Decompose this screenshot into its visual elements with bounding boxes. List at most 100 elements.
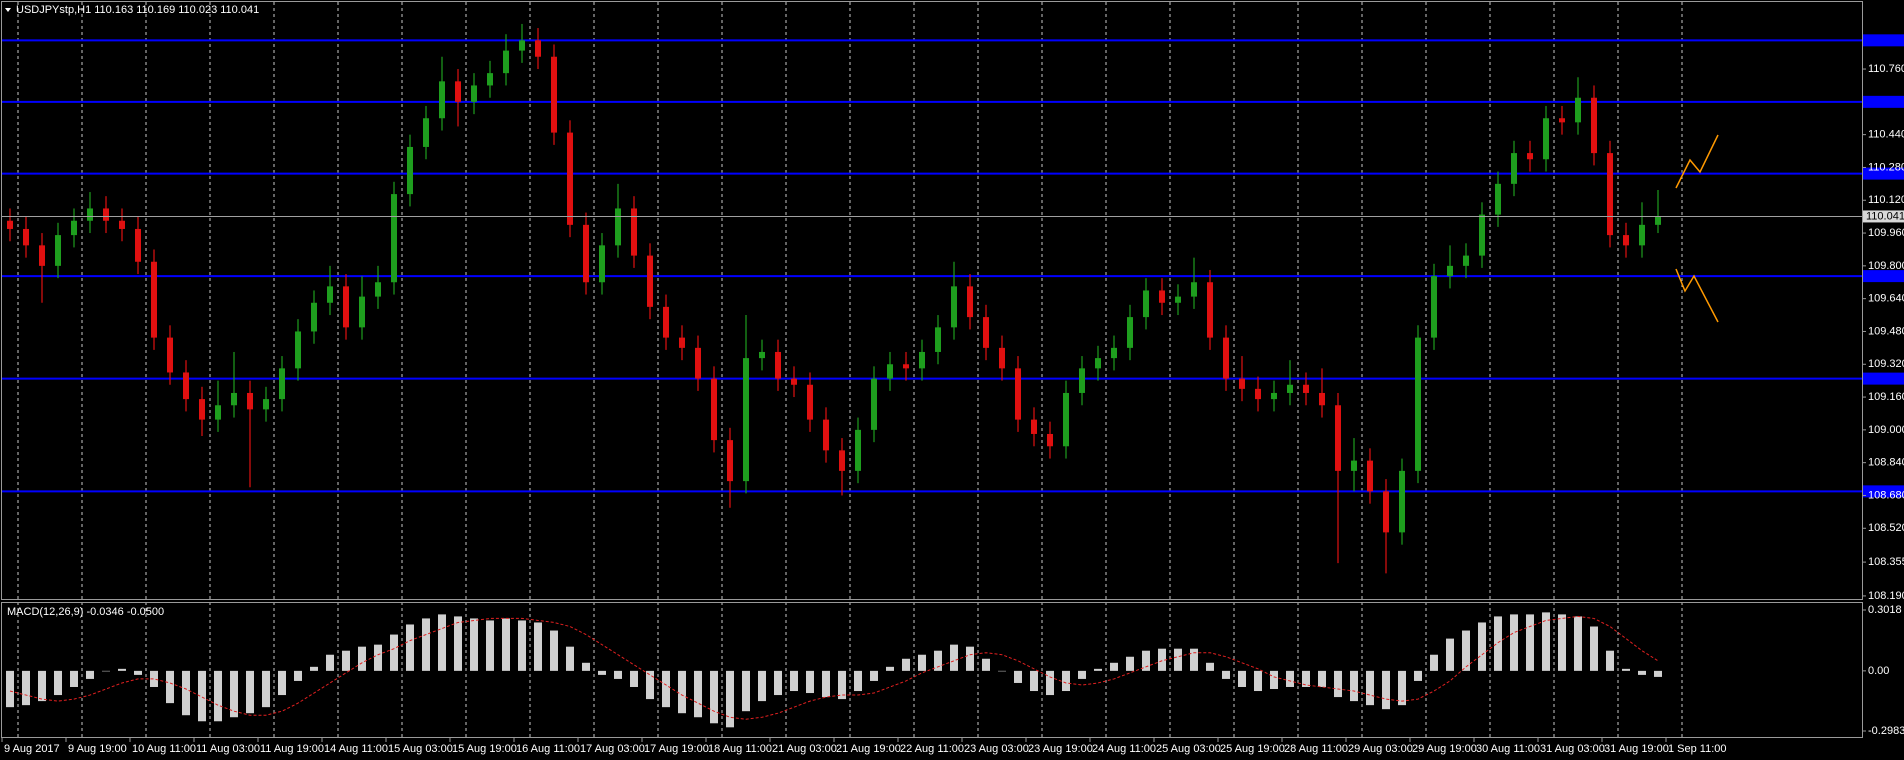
indicator-title: MACD(12,26,9) -0.0346 -0.0500 xyxy=(7,606,164,618)
macd-bar xyxy=(102,670,110,672)
macd-bar xyxy=(1542,612,1550,671)
x-tick-label: 11 Aug 03:00 xyxy=(196,743,260,755)
macd-bar xyxy=(166,670,174,704)
y-tick-label: 108.680 xyxy=(1868,489,1904,501)
candle-body xyxy=(1287,384,1293,393)
macd-bar xyxy=(1206,662,1214,671)
x-tick-label: 9 Aug 19:00 xyxy=(68,743,127,755)
macd-bar xyxy=(678,670,686,714)
y-tick-label: 110.760 xyxy=(1868,63,1904,75)
level-tag xyxy=(1863,485,1904,498)
candle-body xyxy=(1127,317,1133,348)
macd-bar xyxy=(1414,670,1422,681)
x-tick-label: 25 Aug 19:00 xyxy=(1220,743,1285,755)
candle-body xyxy=(1319,392,1325,406)
candle-body xyxy=(919,351,925,369)
candle-body xyxy=(135,228,141,262)
candle-body xyxy=(103,208,109,221)
candle-body xyxy=(999,347,1005,369)
macd-bar xyxy=(54,670,62,696)
macd-bar xyxy=(1014,670,1022,683)
macd-bar xyxy=(662,670,670,708)
y-tick-label: 109.640 xyxy=(1868,293,1904,305)
projection-up xyxy=(1675,134,1719,189)
candle-body xyxy=(71,220,77,236)
candle-body xyxy=(375,282,381,297)
x-tick-label: 21 Aug 03:00 xyxy=(772,743,837,755)
y-tick-label: 109.160 xyxy=(1868,391,1904,403)
candle-body xyxy=(1575,97,1581,123)
main-panel-frame xyxy=(1,1,1863,600)
level-tag xyxy=(1863,34,1904,47)
macd-bar xyxy=(806,670,814,694)
macd-bar xyxy=(534,622,542,671)
candle-body xyxy=(615,208,621,246)
level-tag xyxy=(1863,372,1904,385)
x-tick-label: 9 Aug 2017 xyxy=(4,743,60,755)
candle-body xyxy=(1239,378,1245,389)
macd-bar xyxy=(742,670,750,712)
macd-bar xyxy=(342,650,350,671)
x-tick-label: 17 Aug 03:00 xyxy=(580,743,645,755)
x-tick-label: 24 Aug 11:00 xyxy=(1092,743,1156,755)
macd-bar xyxy=(294,670,302,681)
candle-body xyxy=(1079,368,1085,393)
candle-body xyxy=(503,50,509,74)
macd-bar xyxy=(1222,670,1230,679)
signal-line xyxy=(9,615,1659,720)
y-tick-label: 108.355 xyxy=(1868,556,1904,568)
candle-body xyxy=(1207,282,1213,338)
macd-bar xyxy=(982,658,990,671)
x-tick-label: 10 Aug 11:00 xyxy=(132,743,196,755)
candle-body xyxy=(535,40,541,57)
candle-body xyxy=(295,331,301,369)
candle-body xyxy=(1463,255,1469,266)
macd-bar xyxy=(1510,614,1518,671)
candle-body xyxy=(1415,337,1421,471)
candle-body xyxy=(647,255,653,307)
candle-body xyxy=(439,81,445,119)
macd-bar xyxy=(358,646,366,671)
candle-body xyxy=(983,317,989,348)
macd-bar xyxy=(1478,622,1486,671)
menu-arrow[interactable] xyxy=(5,8,11,12)
candle-body xyxy=(967,286,973,318)
candle-body xyxy=(183,372,189,400)
candle-body xyxy=(23,228,29,246)
candle-body xyxy=(455,81,461,102)
macd-bar xyxy=(6,670,14,708)
macd-bar xyxy=(870,670,878,681)
macd-bar xyxy=(1254,670,1262,692)
macd-bar xyxy=(1046,670,1054,696)
macd-bar xyxy=(1302,670,1310,687)
candle-body xyxy=(679,337,685,348)
chart-title: USDJPYstp,H1 110.163 110.169 110.023 110… xyxy=(16,4,259,16)
last-price-label: 110.041 xyxy=(1866,210,1904,222)
level-tag xyxy=(1863,167,1904,180)
candle-body xyxy=(711,378,717,441)
candle-body xyxy=(39,245,45,266)
candle-body xyxy=(1111,347,1117,359)
candle-body xyxy=(1223,337,1229,379)
candle-body xyxy=(1303,384,1309,393)
macd-bar xyxy=(1606,650,1614,671)
x-tick-label: 16 Aug 11:00 xyxy=(516,743,580,755)
macd-bar xyxy=(598,670,606,675)
macd-bar xyxy=(502,618,510,671)
macd-bar xyxy=(1318,670,1326,687)
macd-bar xyxy=(1110,662,1118,671)
x-tick-label: 17 Aug 19:00 xyxy=(644,743,709,755)
macd-bar xyxy=(998,670,1006,672)
macd-bar xyxy=(1062,670,1070,692)
macd-bar xyxy=(262,670,270,708)
x-tick-label: 29 Aug 03:00 xyxy=(1348,743,1413,755)
macd-bar xyxy=(1590,626,1598,671)
macd-bar xyxy=(566,646,574,671)
candle-body xyxy=(727,440,733,482)
candle-body xyxy=(759,351,765,359)
level-tag xyxy=(1863,270,1904,283)
x-tick-label: 21 Aug 19:00 xyxy=(836,743,901,755)
y-tick-label: 0.3018 xyxy=(1868,604,1902,616)
